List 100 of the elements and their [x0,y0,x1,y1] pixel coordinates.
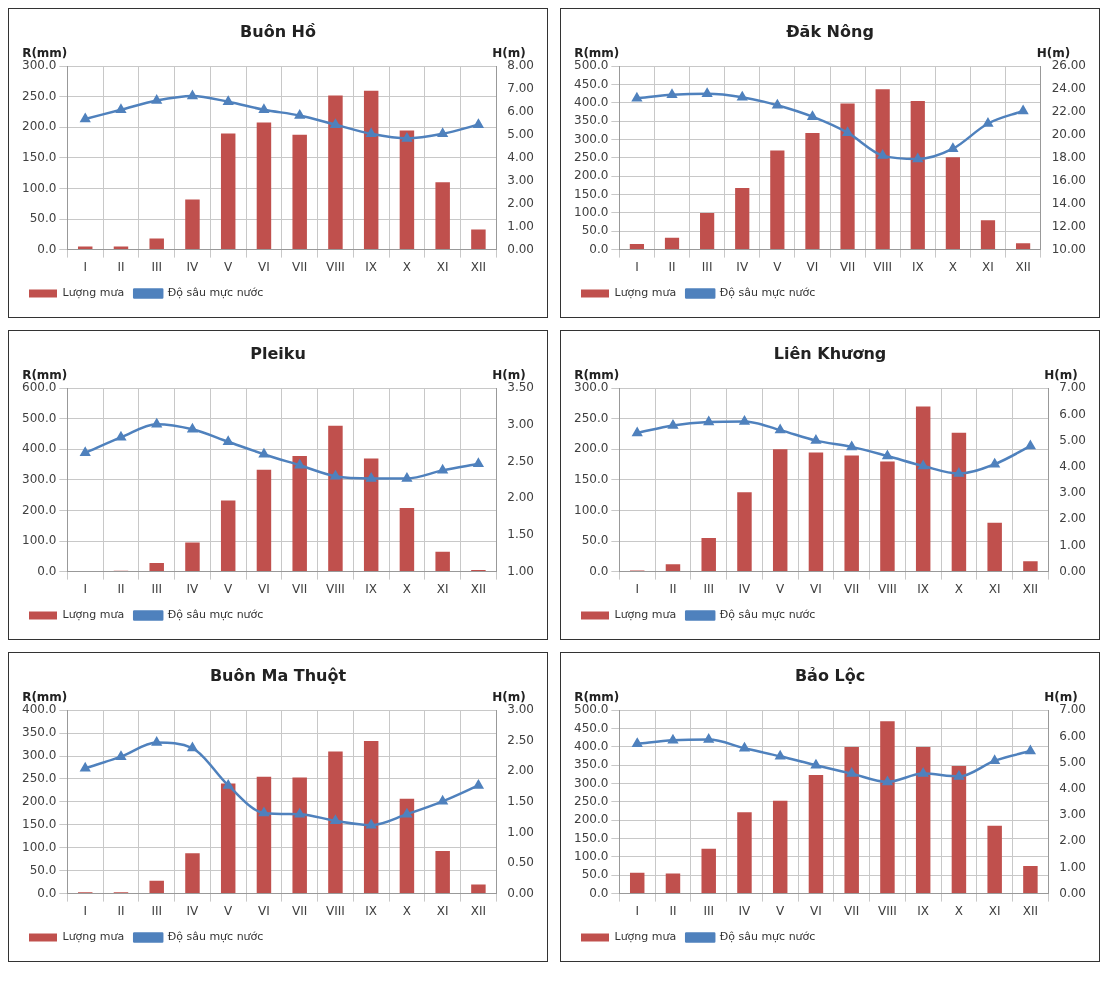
y2-tick-label: 2.00 [507,490,534,505]
bar [1015,243,1031,250]
y-tick-label: 0.0 [589,241,609,256]
x-tick-label: I [83,581,87,596]
y-tick-label: 250.0 [573,150,609,165]
x-tick-label: VII [292,903,308,918]
x-tick-label: VI [258,903,270,918]
point [811,435,821,444]
chart-title: Pleiku [250,343,306,363]
y2-tick-label: 16.00 [1051,172,1087,187]
point [80,447,90,457]
point [223,436,233,445]
x-tick-label: VI [258,581,270,596]
x-tick-label: XI [982,259,994,274]
x-tick-label: IX [917,581,930,596]
point [330,470,341,480]
point [366,473,376,482]
y2-tick-label: 0.00 [507,885,534,900]
x-tick-label: VIII [873,259,893,274]
point [989,755,1000,765]
y2-tick-label: 7.00 [507,81,534,96]
point [402,473,412,482]
y-tick-label: 350.0 [21,725,57,740]
point [223,96,233,105]
chart-title: Buôn Ma Thuột [209,665,347,685]
y2-tick-label: 7.00 [1059,380,1086,395]
chart-title: Buôn Hồ [240,21,316,41]
point [294,808,305,818]
bar [149,880,164,894]
point [330,815,341,825]
point [846,441,857,451]
x-tick-label: XI [436,581,449,596]
y-tick-label: 0.0 [37,241,57,256]
y2-tick-label: 24.00 [1051,81,1087,96]
y-tick-label: 400.0 [21,441,57,456]
y2-tick-label: 26.00 [1051,58,1087,73]
bar [363,740,379,894]
bar [185,542,200,572]
point [807,111,818,120]
bar [435,551,450,572]
bar [805,132,820,250]
x-tick-label: IV [186,903,200,918]
x-tick-label: VII [292,259,308,274]
bar [1023,561,1038,572]
bar [737,812,752,894]
y2-tick-label: 2.00 [1059,511,1086,526]
legend-label: Lượng mưa [614,286,677,300]
bar [844,455,859,572]
point [632,427,642,437]
x-tick-label: II [668,259,676,274]
x-tick-label: XI [436,259,449,274]
bar [149,238,164,250]
y2-tick-label: 1.00 [1059,859,1086,874]
bar [328,425,343,572]
y2-tick-label: 2.50 [507,732,534,747]
point [187,742,198,752]
x-tick-label: IV [738,581,752,596]
y2-tick-label: 3.00 [507,172,534,187]
y2-tick-label: 22.00 [1051,104,1087,119]
y-tick-label: 500.0 [573,702,609,717]
point [739,742,750,752]
y2-tick-label: 20.00 [1051,127,1087,142]
y-tick-label: 50.0 [581,867,609,882]
y2-tick-label: 6.00 [1059,728,1086,743]
legend-label: Độ sâu mực nước [719,286,816,300]
y-tick-label: 150.0 [573,830,609,845]
bar [664,237,680,250]
y-tick-label: 0.0 [37,885,57,900]
x-tick-label: XII [470,581,487,596]
bar [363,458,379,572]
y-tick-label: 50.0 [29,211,57,226]
legend-label: Độ sâu mực nước [167,608,264,622]
bar [808,775,824,894]
bar [915,746,931,894]
y2-tick-label: 2.50 [507,453,534,468]
point [259,104,269,114]
y-tick-label: 250.0 [21,88,57,103]
x-tick-label: III [703,903,715,918]
x-tick-label: V [224,259,234,274]
y2-axis-title: H(m) [492,46,526,61]
legend-label: Lượng mưa [62,286,125,300]
bar [1023,866,1038,894]
y-axis-title: R(mm) [22,46,68,61]
x-tick-label: III [701,259,713,274]
y-tick-label: 300.0 [573,380,609,395]
x-tick-label: IX [917,903,930,918]
bar [220,783,236,894]
bar [399,798,415,894]
x-tick-label: XII [1015,259,1031,274]
point [80,113,90,123]
y-tick-label: 600.0 [21,380,57,395]
y-axis-title: R(mm) [22,690,68,705]
point [842,127,853,136]
y-tick-label: 200.0 [21,794,57,809]
x-tick-label: VII [844,903,860,918]
y-tick-label: 150.0 [573,186,609,201]
y-tick-label: 150.0 [573,472,609,487]
x-tick-label: XI [988,581,1001,596]
y-tick-label: 300.0 [21,748,57,763]
y-tick-label: 200.0 [573,812,609,827]
